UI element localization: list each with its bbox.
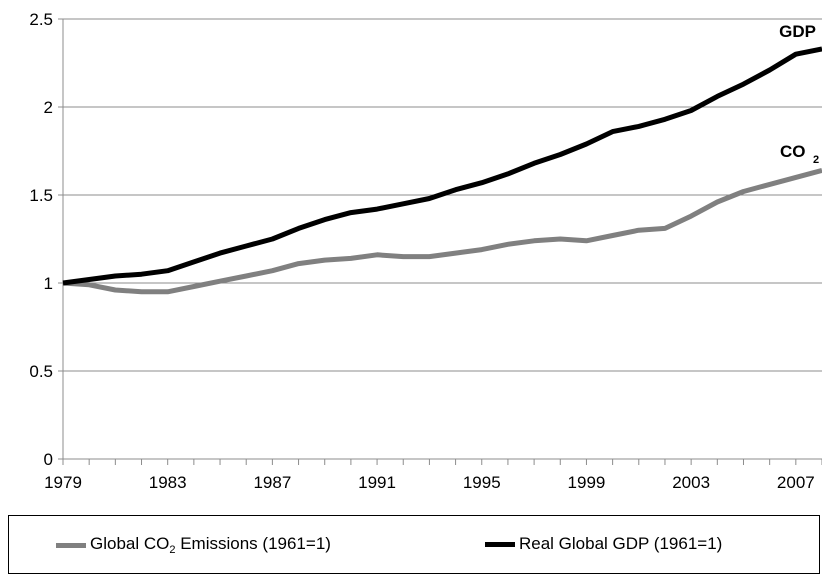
series-annotations: GDP CO 2 xyxy=(779,22,819,166)
x-axis-ticks: 1979 1983 1987 1991 1995 1999 2003 2007 xyxy=(44,459,822,492)
x-tick-label: 2003 xyxy=(672,473,710,492)
co2-annotation: CO xyxy=(780,142,806,161)
y-tick-label: 1 xyxy=(44,274,53,293)
legend: Global CO2 Emissions (1961=1) Real Globa… xyxy=(8,515,820,574)
y-tick-label: 2.5 xyxy=(29,10,53,29)
line-chart: 0 0.5 1 1.5 2 2.5 1979 1983 1987 1991 1995 1999 200… xyxy=(29,10,822,492)
x-tick-label: 1995 xyxy=(463,473,501,492)
series-line-co2 xyxy=(62,167,822,295)
y-axis-ticks: 0 0.5 1 1.5 2 2.5 xyxy=(29,10,63,469)
y-tick-label: 2 xyxy=(44,98,53,117)
series-lines xyxy=(62,46,822,295)
axes xyxy=(62,19,822,460)
x-tick-label: 1979 xyxy=(44,473,82,492)
legend-swatch-gdp xyxy=(485,541,515,547)
legend-label-gdp: Real Global GDP (1961=1) xyxy=(519,534,723,553)
legend-item-gdp: Real Global GDP (1961=1) xyxy=(485,534,722,554)
x-tick-label: 1991 xyxy=(358,473,396,492)
x-tick-label: 2007 xyxy=(777,473,815,492)
x-tick-label: 1999 xyxy=(568,473,606,492)
x-tick-label: 1983 xyxy=(149,473,187,492)
gdp-annotation: GDP xyxy=(779,22,816,41)
co2-annotation-subscript: 2 xyxy=(813,154,819,166)
x-tick-label: 1987 xyxy=(253,473,291,492)
y-tick-label: 1.5 xyxy=(29,186,53,205)
y-tick-label: 0.5 xyxy=(29,362,53,381)
y-tick-label: 0 xyxy=(44,450,53,469)
legend-swatch-co2 xyxy=(56,542,86,548)
legend-label-co2: Global CO2 Emissions (1961=1) xyxy=(90,534,331,556)
legend-item-co2: Global CO2 Emissions (1961=1) xyxy=(56,534,331,556)
series-line-gdp xyxy=(62,46,822,286)
